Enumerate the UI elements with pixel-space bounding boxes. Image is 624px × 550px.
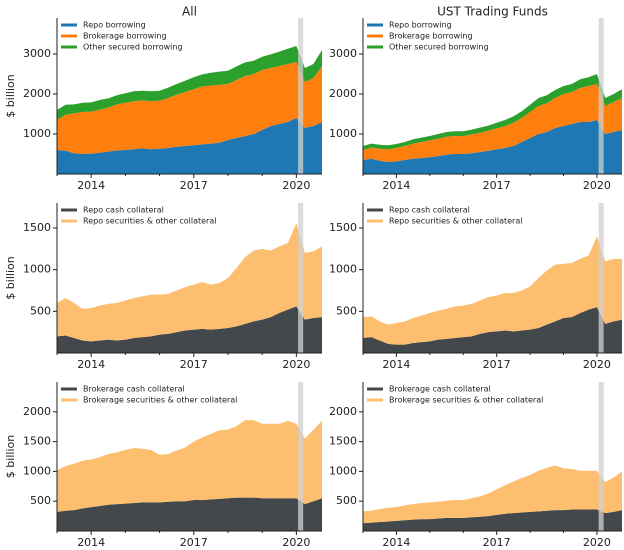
area (363, 465, 622, 524)
legend-label: Brokerage borrowing (389, 32, 473, 41)
legend-label: Brokerage cash collateral (389, 385, 491, 394)
panel: 500 1000 1500 2000 2014 2017 2020 $ billion Brok… (4, 382, 322, 549)
x-tick-label: 2014 (382, 358, 410, 371)
y-tick-label: 1000 (23, 127, 51, 140)
y-tick-label: 1000 (23, 263, 51, 276)
shade-band (598, 382, 604, 531)
x-tick-label: 2020 (282, 179, 310, 192)
legend-label: Brokerage securities & other collateral (83, 396, 237, 405)
y-tick-label: 1000 (329, 464, 357, 477)
y-tick-label: 1000 (329, 263, 357, 276)
y-tick-label: 1000 (23, 464, 51, 477)
panel: 500 1000 1500 2000 2014 2017 2020 Brokerage cas… (329, 382, 622, 549)
shade-band (298, 18, 304, 174)
legend-label: Other secured borrowing (83, 43, 183, 52)
y-tick-label: 2000 (23, 87, 51, 100)
y-tick-label: 1500 (23, 221, 51, 234)
y-tick-label: 500 (336, 494, 357, 507)
shade-band (598, 203, 604, 353)
panel: 1000 2000 3000 2014 2017 2020 All $ billion Repo… (4, 5, 322, 192)
y-tick-label: 2000 (329, 87, 357, 100)
x-tick-label: 2017 (483, 358, 511, 371)
x-tick-label: 2014 (77, 179, 105, 192)
legend-label: Repo cash collateral (389, 206, 470, 215)
area (57, 46, 322, 120)
area (57, 118, 322, 174)
shade-band (298, 203, 304, 353)
legend-label: Repo cash collateral (83, 206, 164, 215)
legend-label: Repo securities & other collateral (83, 217, 216, 226)
y-tick-label: 500 (30, 494, 51, 507)
shade-band (298, 382, 304, 531)
area (57, 420, 322, 512)
y-axis-label: $ billion (4, 74, 17, 117)
legend-label: Repo borrowing (389, 21, 452, 30)
panel: 1000 2000 3000 2014 2017 2020 UST Trading Fund… (329, 5, 622, 192)
x-tick-label: 2017 (180, 358, 208, 371)
x-tick-label: 2020 (583, 358, 611, 371)
y-axis-label: $ billion (4, 435, 17, 478)
area (363, 84, 622, 162)
x-tick-label: 2017 (483, 536, 511, 549)
panel: 500 1000 1500 2014 2017 2020 Repo cash collate… (329, 203, 622, 371)
y-tick-label: 1500 (329, 435, 357, 448)
y-tick-label: 2000 (329, 405, 357, 418)
area (57, 306, 322, 353)
x-tick-label: 2017 (483, 179, 511, 192)
legend-label: Brokerage securities & other collateral (389, 396, 543, 405)
legend-label: Brokerage borrowing (83, 32, 167, 41)
area (363, 236, 622, 345)
y-tick-label: 3000 (329, 47, 357, 60)
x-tick-label: 2020 (282, 536, 310, 549)
y-axis-label: $ billion (4, 256, 17, 299)
area (363, 307, 622, 353)
area (57, 62, 322, 154)
x-tick-label: 2020 (282, 358, 310, 371)
area (363, 74, 622, 150)
x-tick-label: 2014 (77, 536, 105, 549)
shade-band (598, 18, 604, 174)
area (363, 509, 622, 531)
panel-title: All (182, 5, 197, 19)
legend-label: Repo securities & other collateral (389, 217, 522, 226)
x-tick-label: 2020 (583, 179, 611, 192)
x-tick-label: 2017 (180, 179, 208, 192)
y-tick-label: 2000 (23, 405, 51, 418)
y-tick-label: 500 (30, 304, 51, 317)
area (57, 223, 322, 342)
legend-label: Brokerage cash collateral (83, 385, 185, 394)
panel: 500 1000 1500 2014 2017 2020 $ billion Repo cas… (4, 203, 322, 371)
y-tick-label: 3000 (23, 47, 51, 60)
y-tick-label: 1000 (329, 127, 357, 140)
area (363, 120, 622, 174)
y-tick-label: 500 (336, 304, 357, 317)
y-tick-label: 1500 (329, 221, 357, 234)
y-tick-label: 1500 (23, 435, 51, 448)
legend-label: Repo borrowing (83, 21, 146, 30)
panel-title: UST Trading Funds (437, 5, 548, 19)
area (57, 497, 322, 531)
x-tick-label: 2014 (77, 358, 105, 371)
legend-label: Other secured borrowing (389, 43, 489, 52)
x-tick-label: 2014 (382, 536, 410, 549)
x-tick-label: 2020 (583, 536, 611, 549)
x-tick-label: 2014 (382, 179, 410, 192)
x-tick-label: 2017 (180, 536, 208, 549)
